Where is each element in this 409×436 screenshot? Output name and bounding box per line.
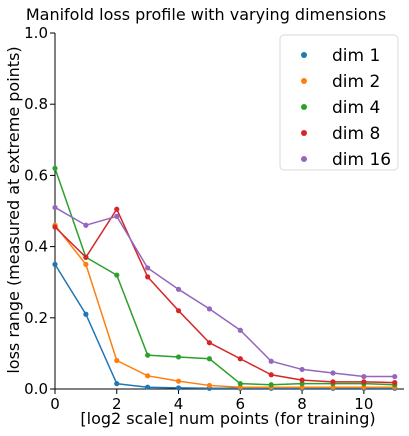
data-point (175, 286, 182, 292)
data-point (392, 373, 398, 380)
data-point (175, 354, 182, 360)
data-point (392, 379, 398, 386)
series-line-dim-8 (54, 207, 395, 384)
series-line-dim-16 (54, 206, 395, 378)
y-tick-label: 0.8 (24, 95, 48, 113)
data-point (237, 356, 243, 362)
legend-label: dim 1 (332, 46, 380, 66)
x-tick-label: 10 (354, 395, 373, 413)
data-point (83, 311, 89, 317)
x-tick-label: 0 (50, 395, 60, 413)
data-point (361, 373, 367, 380)
data-point (175, 385, 182, 391)
data-point (52, 224, 58, 230)
y-tick-label: 0.0 (24, 380, 48, 398)
data-point (361, 379, 367, 385)
series-line-dim-2 (54, 224, 395, 388)
data-point (145, 274, 151, 280)
data-point (268, 382, 274, 388)
data-point (114, 381, 120, 387)
data-point (83, 254, 89, 260)
data-point (237, 384, 243, 390)
legend-label: dim 16 (332, 150, 391, 170)
data-point (145, 373, 151, 379)
y-axis-label: loss range (measured at extreme points) (4, 46, 23, 373)
data-point (175, 308, 182, 314)
data-point (114, 357, 120, 364)
data-point (114, 206, 120, 212)
data-point (145, 384, 151, 390)
data-point (114, 213, 120, 219)
data-point (52, 204, 58, 211)
data-point (206, 356, 213, 362)
legend-marker (301, 130, 307, 136)
legend-label: dim 4 (332, 98, 380, 118)
data-point (330, 370, 336, 376)
y-tick-label: 1.0 (24, 24, 48, 42)
data-point (299, 366, 305, 373)
y-tick-label: 0.2 (24, 309, 48, 327)
x-tick-label: 6 (236, 395, 246, 413)
data-point (299, 377, 305, 383)
data-point (299, 384, 305, 390)
legend-marker (301, 156, 307, 162)
chart-title: Manifold loss profile with varying dimen… (26, 5, 386, 24)
x-tick-label: 2 (112, 395, 122, 413)
data-point (268, 358, 274, 364)
data-point (145, 352, 151, 358)
data-point (237, 381, 243, 387)
plot-area: 0.0 0.2 0.4 0.6 0.8 1.0 0 2 4 6 8 10 (24, 24, 404, 413)
x-axis-label: [log2 scale] num points (for training) (80, 409, 375, 428)
data-point (175, 378, 182, 384)
data-point (114, 272, 120, 278)
legend-box (279, 34, 399, 171)
data-point (206, 340, 213, 346)
y-tick-label: 0.6 (24, 166, 48, 184)
data-point (145, 265, 151, 271)
data-point (268, 372, 274, 378)
data-point (330, 379, 336, 385)
series-line-dim-1 (54, 264, 395, 390)
data-point (299, 381, 305, 387)
data-point (83, 222, 89, 228)
x-tick-label: 4 (174, 395, 184, 413)
legend-marker (301, 52, 307, 58)
legend-label: dim 2 (332, 72, 380, 92)
legend-label: dim 8 (332, 124, 380, 144)
data-point (52, 261, 58, 267)
legend: dim 1 dim 2 dim 4 dim 8 dim 16 (279, 34, 399, 171)
series-line-dim-4 (54, 168, 395, 386)
data-point (83, 261, 89, 267)
data-point (361, 384, 367, 390)
y-tick-label: 0.4 (24, 238, 48, 256)
x-tick-label: 8 (297, 395, 307, 413)
data-point (206, 382, 213, 389)
data-point (52, 165, 58, 171)
legend-marker (301, 78, 307, 84)
legend-marker (301, 104, 307, 110)
data-point (330, 384, 336, 390)
data-point (237, 327, 243, 333)
data-point (206, 306, 213, 312)
